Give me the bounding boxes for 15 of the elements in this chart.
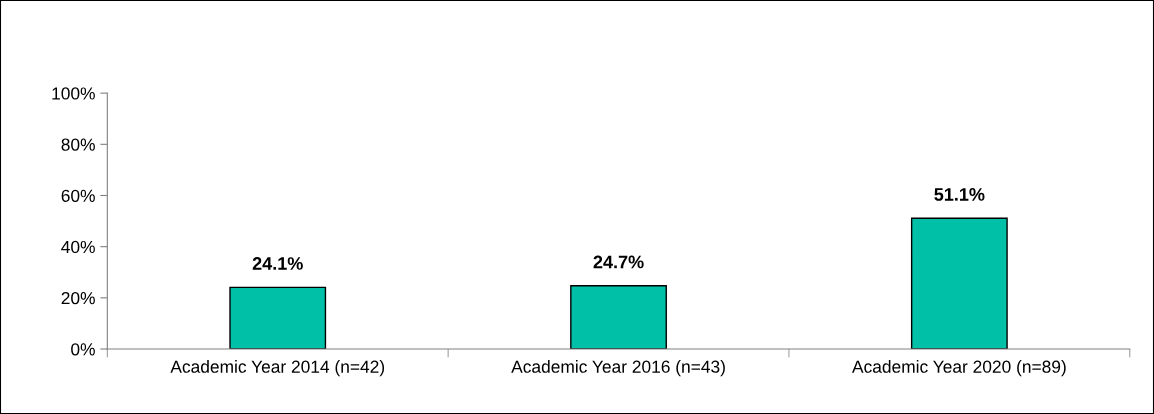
y-tick-label: 20% bbox=[61, 292, 95, 305]
x-tick-label: Academic Year 2014 (n=42) bbox=[170, 360, 385, 377]
y-tick-label: 80% bbox=[61, 138, 95, 151]
data-label: 24.7% bbox=[593, 255, 644, 269]
bar bbox=[229, 286, 327, 349]
bar bbox=[570, 285, 667, 349]
data-label: 24.1% bbox=[252, 257, 303, 270]
y-tick-label: 100% bbox=[52, 87, 95, 100]
y-tick-label: 0% bbox=[71, 343, 95, 356]
x-tick-label: Academic Year 2016 (n=43) bbox=[511, 360, 725, 377]
data-label: 51.1% bbox=[934, 188, 985, 201]
y-tick-label: 40% bbox=[61, 240, 95, 254]
x-tick-label: Academic Year 2020 (n=89) bbox=[852, 360, 1066, 377]
bar bbox=[910, 217, 1008, 349]
y-tick-label: 60% bbox=[61, 189, 95, 202]
